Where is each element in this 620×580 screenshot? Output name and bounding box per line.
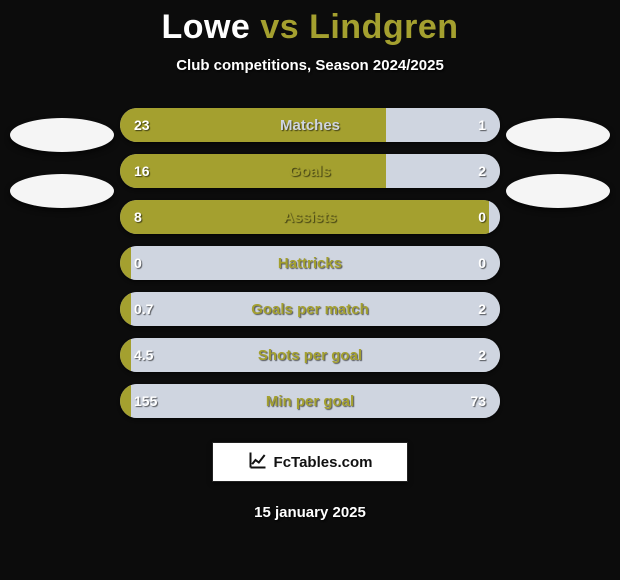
team-badge-p1-1 (10, 118, 114, 152)
stat-value-p1: 0.7 (134, 301, 153, 317)
date-text: 15 january 2025 (0, 504, 620, 521)
stat-value-p2: 0 (478, 255, 486, 271)
stat-bar-p2 (131, 246, 500, 280)
stat-bar-p2 (489, 200, 500, 234)
stat-value-p1: 16 (134, 163, 150, 179)
stat-bar-p1 (120, 246, 131, 280)
chart-icon (248, 450, 268, 475)
team-badge-p2-2 (506, 174, 610, 208)
stat-value-p2: 1 (478, 117, 486, 133)
vs-separator: vs (260, 8, 299, 46)
stat-row: 162Goals (120, 154, 500, 188)
stat-row: 80Assists (120, 200, 500, 234)
stat-value-p2: 2 (478, 163, 486, 179)
stat-value-p1: 4.5 (134, 347, 153, 363)
stat-bar-p1 (120, 154, 386, 188)
brand-text: FcTables.com (274, 454, 373, 471)
team-badges-left (10, 118, 114, 208)
stat-value-p1: 155 (134, 393, 157, 409)
stat-bar-p1 (120, 384, 131, 418)
player1-name: Lowe (161, 8, 250, 46)
stat-bar-p2 (131, 292, 500, 326)
stat-value-p1: 0 (134, 255, 142, 271)
stat-value-p2: 2 (478, 347, 486, 363)
team-badges-right (506, 118, 610, 208)
stat-value-p1: 23 (134, 117, 150, 133)
stat-bar-p1 (120, 200, 489, 234)
stat-bar-p2 (131, 384, 500, 418)
team-badge-p1-2 (10, 174, 114, 208)
page-title: Lowe vs Lindgren (0, 0, 620, 47)
stat-bar-p2 (131, 338, 500, 372)
stat-row: 00Hattricks (120, 246, 500, 280)
stat-bar-p1 (120, 338, 131, 372)
stat-bar-p1 (120, 292, 131, 326)
stat-value-p2: 0 (478, 209, 486, 225)
stats-rows: 231Matches162Goals80Assists00Hattricks0.… (120, 108, 500, 418)
stat-row: 0.72Goals per match (120, 292, 500, 326)
stat-value-p2: 73 (470, 393, 486, 409)
team-badge-p2-1 (506, 118, 610, 152)
stat-row: 231Matches (120, 108, 500, 142)
stat-row: 4.52Shots per goal (120, 338, 500, 372)
brand-box[interactable]: FcTables.com (212, 442, 408, 482)
stat-row: 15573Min per goal (120, 384, 500, 418)
stat-value-p2: 2 (478, 301, 486, 317)
stat-bar-p1 (120, 108, 386, 142)
stat-value-p1: 8 (134, 209, 142, 225)
subtitle: Club competitions, Season 2024/2025 (0, 57, 620, 74)
player2-name: Lindgren (309, 8, 458, 46)
